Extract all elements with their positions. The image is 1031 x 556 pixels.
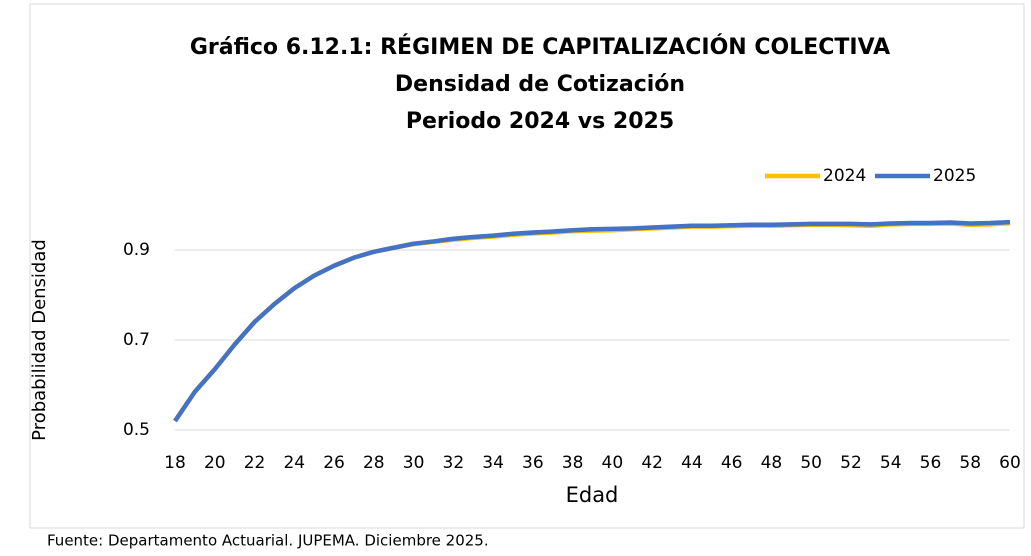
legend-label: 2024 [823,166,866,186]
x-tick-label: 60 [999,453,1021,473]
source-note: Fuente: Departamento Actuarial. JUPEMA. … [47,532,489,550]
y-tick-label: 0.7 [123,330,150,350]
x-tick-label: 52 [840,453,862,473]
x-tick-label: 44 [681,453,703,473]
chart-subtitle: Densidad de Cotización [395,72,685,97]
y-axis-label: Probabilidad Densidad [29,239,50,441]
y-tick-label: 0.9 [123,240,150,260]
x-tick-label: 56 [920,453,942,473]
x-tick-label: 46 [721,453,743,473]
series-line [173,219,1011,423]
x-tick-label: 38 [562,453,584,473]
x-tick-label: 50 [800,453,822,473]
x-tick-label: 26 [323,453,345,473]
x-tick-label: 24 [283,453,305,473]
x-tick-label: 30 [403,453,425,473]
chart-subtitle: Periodo 2024 vs 2025 [406,109,674,134]
x-tick-label: 40 [602,453,624,473]
chart-frame [29,3,1025,529]
x-tick-label: 36 [522,453,544,473]
y-tick-label: 0.5 [123,420,150,440]
x-tick-label: 28 [363,453,385,473]
x-tick-label: 18 [164,453,186,473]
x-tick-label: 58 [959,453,981,473]
x-tick-label: 22 [244,453,266,473]
x-tick-label: 32 [443,453,465,473]
x-axis-label: Edad [566,483,619,507]
legend-label: 2025 [933,166,976,186]
chart-title: Gráfico 6.12.1: RÉGIMEN DE CAPITALIZACIÓ… [190,34,890,60]
x-tick-label: 20 [204,453,226,473]
x-tick-label: 42 [641,453,663,473]
x-tick-label: 54 [880,453,902,473]
x-tick-label: 34 [482,453,504,473]
x-tick-label: 48 [761,453,783,473]
